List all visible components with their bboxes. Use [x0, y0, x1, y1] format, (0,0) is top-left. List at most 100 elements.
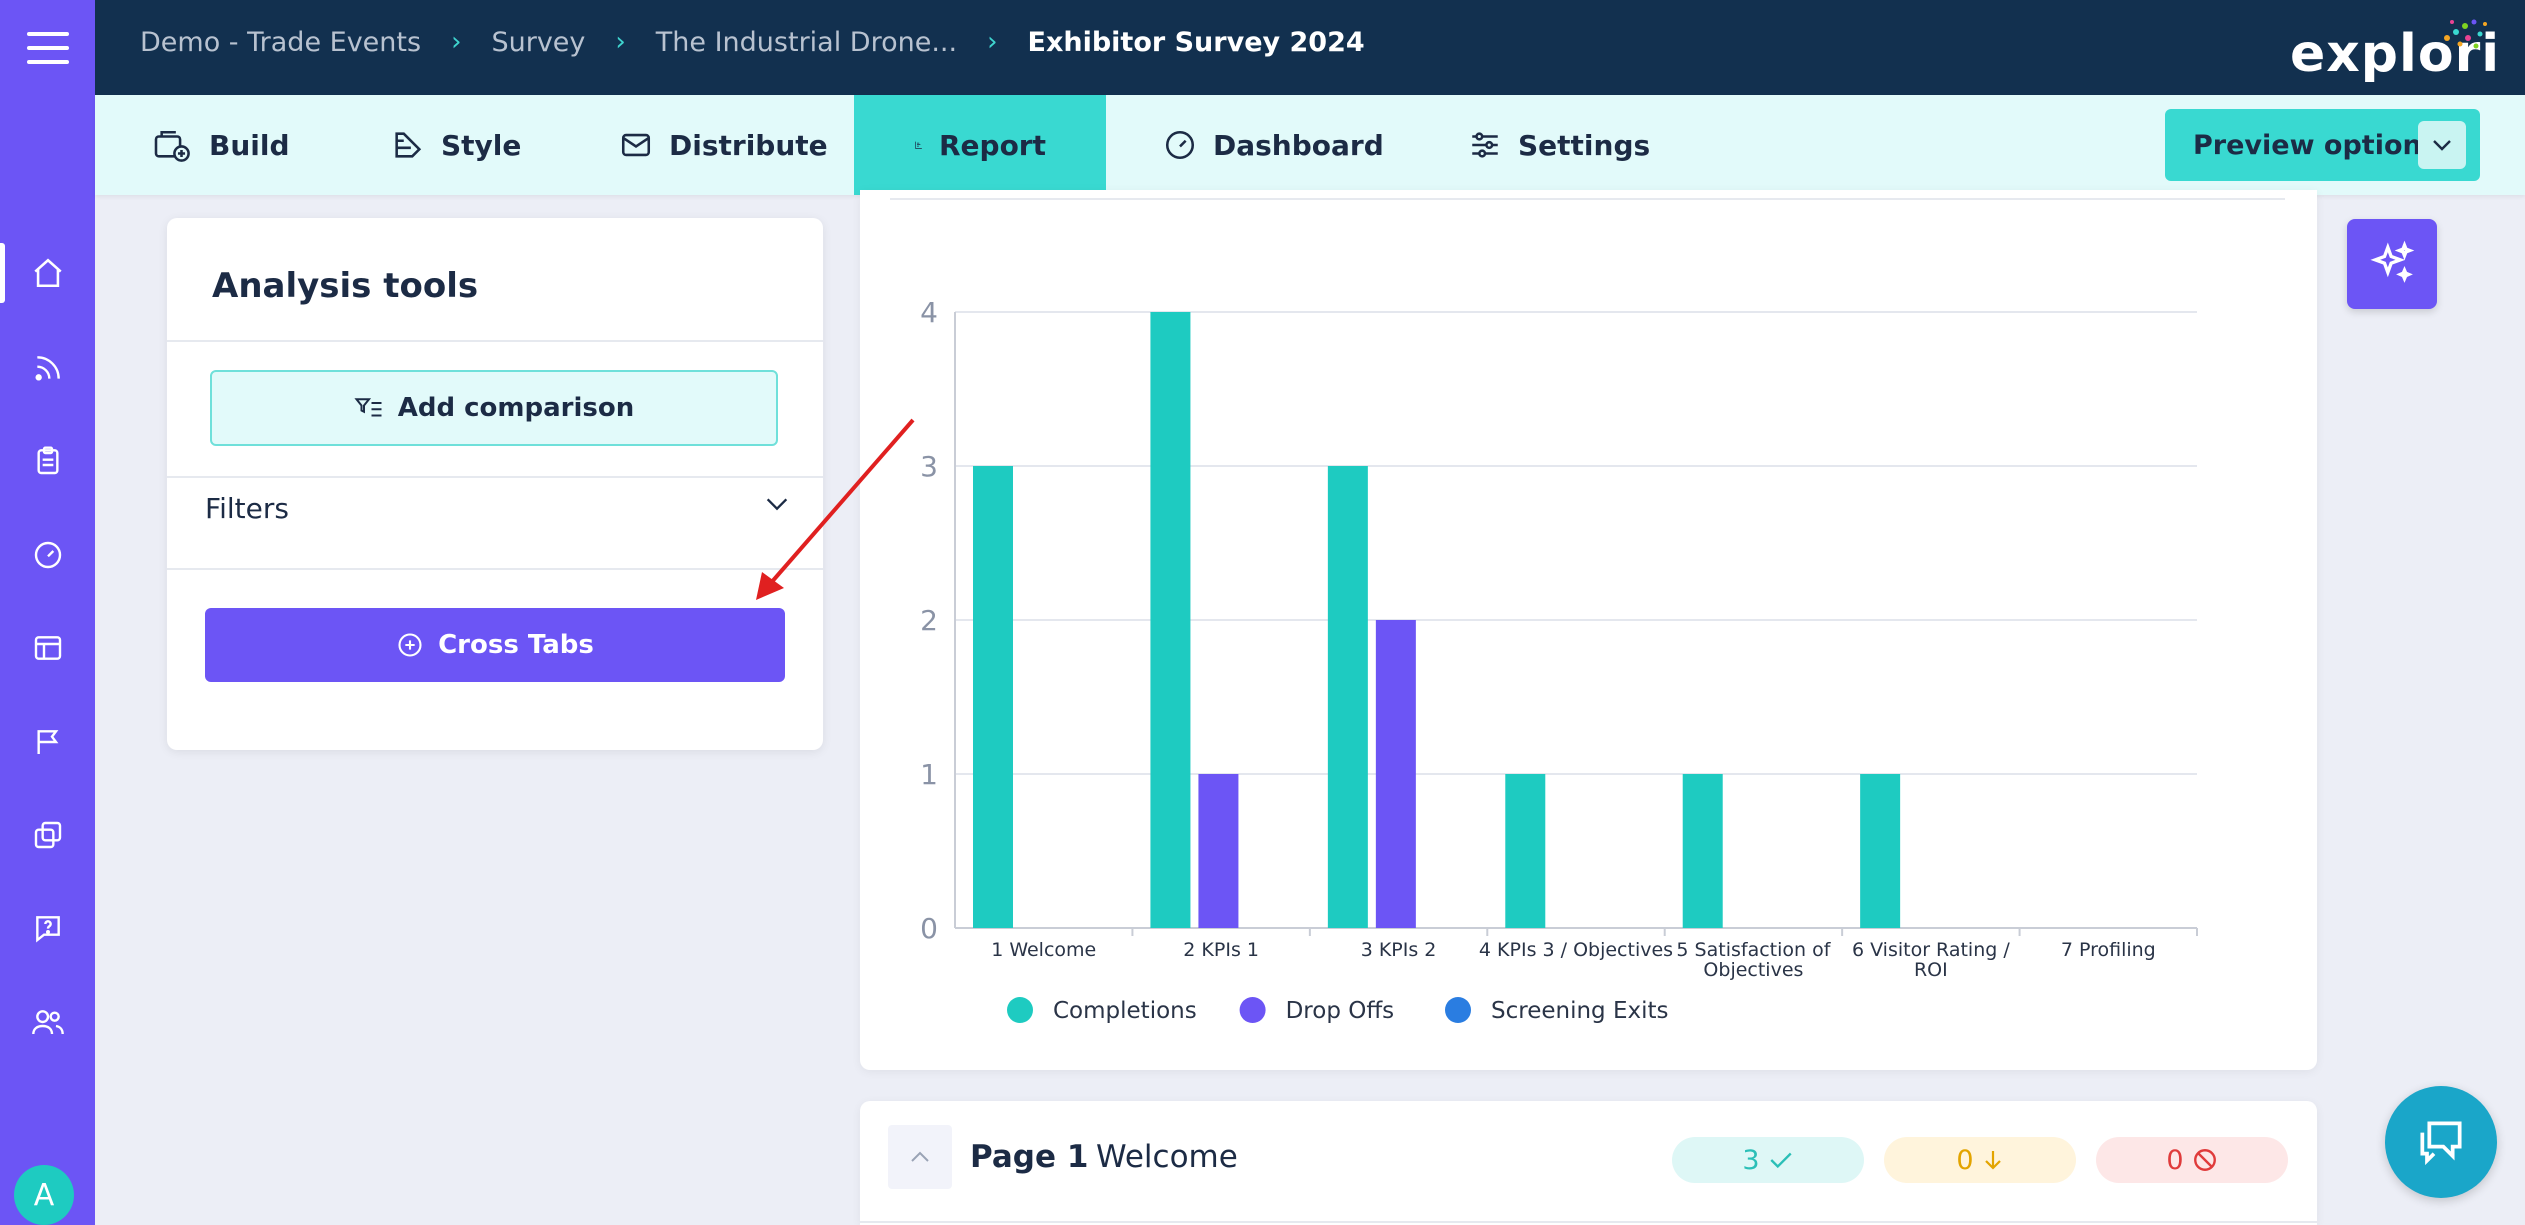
legend-swatch — [1239, 997, 1266, 1023]
bar-drop-offs — [1375, 620, 1416, 928]
build-icon — [154, 130, 190, 162]
chevron-right-icon: › — [615, 27, 626, 57]
divider — [860, 1221, 2317, 1223]
completions-count: 3 — [1742, 1144, 1760, 1176]
filters-toggle[interactable]: Filters — [205, 476, 795, 540]
chevron-up-icon — [911, 1151, 929, 1162]
sidebar-item-events[interactable] — [0, 702, 95, 782]
legend-swatch — [1007, 997, 1033, 1023]
avatar[interactable]: A — [14, 1165, 74, 1225]
y-tick-label: 0 — [920, 912, 938, 945]
filters-label: Filters — [205, 491, 289, 525]
sliders-icon — [1472, 132, 1498, 158]
tab-distribute[interactable]: Distribute — [619, 95, 828, 195]
legend-label: Completions — [1053, 998, 1197, 1024]
tab-settings-label: Settings — [1518, 128, 1651, 162]
left-sidebar — [0, 95, 95, 1225]
x-tick-label: 7 Profiling — [2061, 939, 2156, 961]
breadcrumb-item-survey[interactable]: Survey — [491, 26, 586, 58]
tab-bar: Build Style Distribute Report Dashboard … — [95, 95, 2525, 195]
sidebar-item-layouts[interactable] — [0, 608, 95, 688]
divider — [167, 476, 823, 478]
collapse-button[interactable] — [888, 1125, 952, 1189]
x-tick-label: 4 KPIs 3 / Objectives — [1479, 939, 1673, 961]
tab-distribute-label: Distribute — [669, 128, 828, 162]
chevron-right-icon: › — [451, 27, 462, 57]
y-tick-label: 4 — [920, 296, 938, 329]
drop-offs-badge: 0 — [1884, 1137, 2076, 1183]
bar-completions — [1327, 466, 1368, 928]
tab-settings[interactable]: Settings — [1468, 95, 1650, 195]
arrow-down-icon — [1984, 1151, 2001, 1170]
bar-completions — [973, 466, 1013, 928]
breadcrumb-item-demo[interactable]: Demo - Trade Events — [140, 26, 422, 58]
preview-options-label: Preview options — [2193, 129, 2438, 161]
legend-label: Screening Exits — [1491, 998, 1669, 1024]
add-comparison-button[interactable]: Add comparison — [210, 370, 778, 446]
bar-completions — [1505, 774, 1546, 928]
chevron-down-icon — [766, 498, 788, 511]
menu-icon[interactable] — [0, 0, 95, 95]
legend-swatch — [1445, 997, 1471, 1023]
divider — [890, 198, 2285, 200]
page-summary-row: Page 1 Welcome 3 0 0 — [860, 1101, 2317, 1225]
breadcrumb-item-event[interactable]: The Industrial Drone... — [655, 26, 958, 58]
page-number: Page 1 — [970, 1139, 1089, 1175]
report-icon — [915, 141, 922, 149]
sidebar-item-templates[interactable] — [0, 795, 95, 875]
envelope-icon — [621, 133, 651, 157]
bar-completions — [1150, 312, 1191, 928]
tab-build[interactable]: Build — [153, 95, 290, 195]
tab-build-label: Build — [209, 128, 290, 162]
tab-report[interactable]: Report — [854, 95, 1106, 195]
filter-list-icon — [354, 398, 382, 417]
completions-badge: 3 — [1672, 1137, 1864, 1183]
tab-style[interactable]: Style — [391, 95, 521, 195]
y-tick-label: 3 — [920, 450, 938, 483]
cross-tabs-button[interactable]: Cross Tabs — [205, 608, 785, 682]
gauge-icon — [1165, 130, 1195, 160]
logo-sparkle-icon — [2444, 19, 2487, 49]
x-tick-label: 5 Satisfaction of — [1676, 939, 1831, 961]
screening-exits-badge: 0 — [2096, 1137, 2288, 1183]
analysis-tools-panel: Analysis tools Add comparison Filters Cr… — [167, 218, 823, 750]
y-tick-label: 2 — [920, 604, 938, 637]
explori-logo[interactable]: explori — [2290, 14, 2499, 84]
ai-insights-button[interactable] — [2347, 219, 2437, 309]
drop-offs-count: 0 — [1956, 1144, 1974, 1176]
screening-exits-count: 0 — [2166, 1144, 2184, 1176]
divider — [167, 340, 823, 342]
legend-label: Drop Offs — [1286, 998, 1395, 1024]
blocked-icon — [2193, 1149, 2216, 1171]
bar-completions — [1682, 774, 1723, 928]
cross-tabs-label: Cross Tabs — [438, 630, 594, 660]
sidebar-item-help[interactable] — [0, 888, 95, 968]
sidebar-item-feed[interactable] — [0, 328, 95, 408]
sparkle-icon — [2370, 240, 2415, 283]
sidebar-item-users[interactable] — [0, 982, 95, 1062]
feed-icon — [34, 356, 60, 381]
sidebar-item-surveys[interactable] — [0, 421, 95, 501]
add-comparison-label: Add comparison — [397, 393, 635, 423]
tab-dashboard[interactable]: Dashboard — [1163, 95, 1384, 195]
x-tick-label: 1 Welcome — [991, 939, 1096, 961]
brush-icon — [395, 132, 422, 158]
x-tick-label: 3 KPIs 2 — [1361, 939, 1437, 961]
x-tick-label: 6 Visitor Rating / — [1852, 939, 2010, 961]
layout-icon — [34, 636, 61, 660]
tab-style-label: Style — [441, 128, 522, 162]
tab-dashboard-label: Dashboard — [1213, 128, 1384, 162]
preview-options-button[interactable]: Preview options — [2165, 109, 2480, 181]
flag-icon — [36, 730, 58, 754]
help-icon — [35, 916, 60, 943]
page-name: Welcome — [1096, 1139, 1238, 1175]
chat-support-button[interactable] — [2385, 1086, 2497, 1198]
sidebar-item-dashboard[interactable] — [0, 515, 95, 595]
chat-icon — [2420, 1121, 2462, 1166]
copy-icon — [34, 821, 61, 849]
chevron-down-icon[interactable] — [2418, 121, 2466, 169]
gauge-icon — [34, 541, 61, 569]
clipboard-icon — [36, 446, 59, 475]
bar-chart: 0 1 2 3 4 1 Welcome 2 KPIs 1 3 KPIs 2 4 KPIs 3 /… — [920, 296, 2198, 1024]
sidebar-item-home[interactable] — [0, 233, 95, 313]
